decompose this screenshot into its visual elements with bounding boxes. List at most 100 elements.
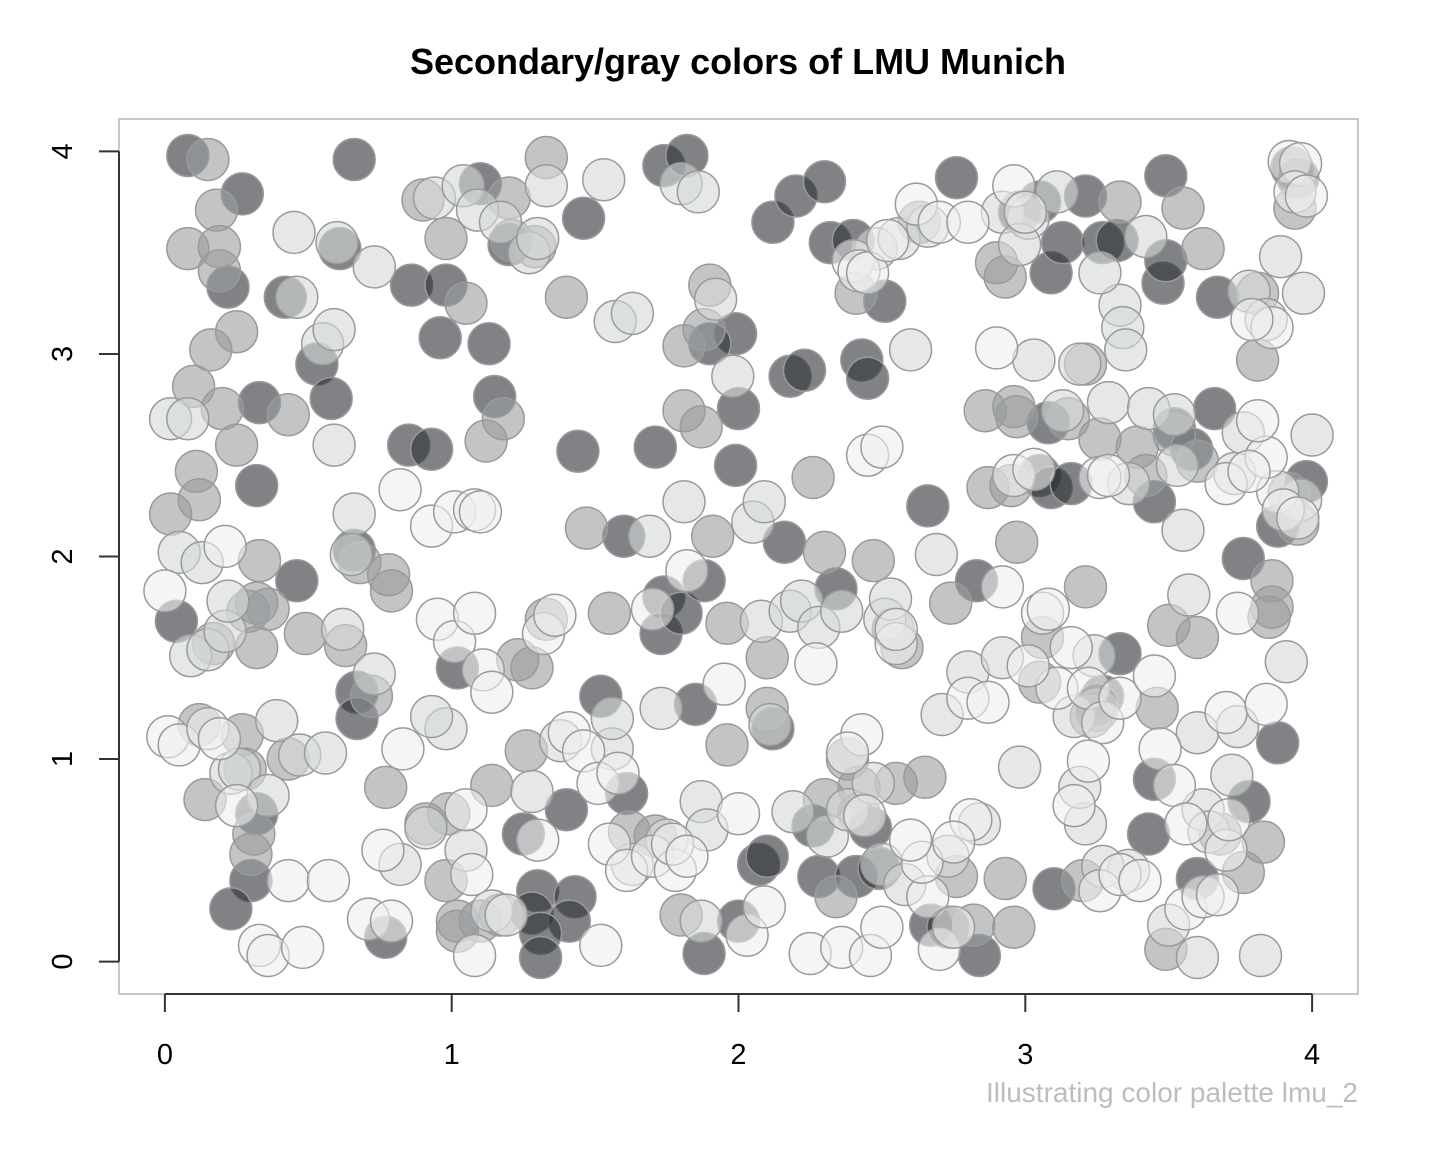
point-light-106 bbox=[1238, 933, 1283, 978]
x-axis: 0 1 2 3 4 bbox=[157, 993, 1320, 1071]
y-tick-label-3: 3 bbox=[47, 346, 79, 362]
point-dark-61 bbox=[782, 348, 827, 392]
point-mid-71 bbox=[791, 455, 835, 500]
point-lighter-25 bbox=[470, 670, 514, 714]
point-light-86 bbox=[1103, 328, 1148, 372]
point-light-11 bbox=[254, 698, 299, 743]
point-dark-21 bbox=[418, 316, 462, 360]
point-mid-29 bbox=[363, 765, 408, 810]
point-light-15 bbox=[312, 423, 356, 467]
point-mid-97 bbox=[992, 905, 1036, 949]
point-lighter-74 bbox=[1003, 190, 1048, 234]
point-light-122 bbox=[1035, 170, 1079, 214]
point-lighter-32 bbox=[533, 593, 577, 637]
point-lighter-14 bbox=[361, 828, 405, 872]
point-light-14 bbox=[320, 607, 365, 652]
point-light-119 bbox=[1152, 392, 1197, 437]
point-dark-22 bbox=[467, 322, 511, 366]
point-lighter-72 bbox=[946, 200, 990, 245]
point-lighter-120 bbox=[974, 326, 1019, 370]
point-dark-70 bbox=[906, 484, 950, 528]
point-lighter-97 bbox=[1215, 591, 1260, 635]
point-mid-115 bbox=[1175, 615, 1220, 660]
point-light-81 bbox=[1040, 388, 1085, 433]
point-light-54 bbox=[711, 354, 755, 398]
point-lighter-26 bbox=[444, 787, 488, 832]
point-dark-65 bbox=[713, 443, 758, 488]
point-mid-28 bbox=[229, 832, 273, 876]
point-light-56 bbox=[627, 514, 672, 558]
point-lighter-82 bbox=[1098, 676, 1142, 721]
point-light-40 bbox=[352, 245, 397, 289]
point-dark-68 bbox=[934, 155, 979, 200]
point-light-116 bbox=[1012, 338, 1056, 382]
point-mid-47 bbox=[424, 216, 468, 261]
point-lighter-62 bbox=[874, 607, 918, 652]
point-dark-31 bbox=[633, 425, 678, 469]
point-light-34 bbox=[679, 899, 723, 943]
point-light-30 bbox=[639, 686, 683, 731]
point-mid-107 bbox=[1098, 180, 1142, 224]
point-mid-96 bbox=[983, 856, 1027, 901]
point-lighter-4 bbox=[197, 717, 242, 761]
point-light-46 bbox=[515, 216, 560, 261]
point-lighter-49 bbox=[742, 885, 787, 929]
point-dark-24 bbox=[409, 427, 454, 471]
point-mid-67 bbox=[705, 723, 749, 767]
point-dark-59 bbox=[845, 356, 890, 401]
x-tick-label-0: 0 bbox=[157, 1039, 173, 1071]
y-tick-label-2: 2 bbox=[47, 548, 79, 564]
point-lighter-44 bbox=[630, 587, 675, 631]
point-lighter-6 bbox=[214, 783, 259, 828]
point-lighter-100 bbox=[1244, 682, 1288, 727]
point-lighter-10 bbox=[280, 925, 325, 970]
point-light-1 bbox=[166, 397, 210, 441]
point-light-48 bbox=[581, 158, 626, 202]
point-light-98 bbox=[1210, 753, 1254, 798]
point-light-55 bbox=[662, 480, 706, 524]
point-light-83 bbox=[1086, 380, 1131, 425]
point-light-38 bbox=[312, 307, 356, 352]
point-lighter-123 bbox=[1026, 587, 1071, 631]
point-light-39 bbox=[315, 220, 359, 265]
point-dark-40 bbox=[544, 787, 589, 832]
point-light-89 bbox=[1155, 443, 1200, 488]
point-lighter-79 bbox=[1049, 625, 1093, 670]
point-light-67 bbox=[771, 789, 815, 834]
point-lighter-47 bbox=[716, 791, 761, 836]
point-light-20 bbox=[404, 806, 448, 850]
point-light-13 bbox=[303, 731, 348, 775]
point-mid-117 bbox=[1181, 226, 1225, 271]
point-lighter-65 bbox=[860, 425, 904, 469]
point-light-91 bbox=[1167, 573, 1211, 617]
point-mid-56 bbox=[564, 506, 609, 550]
point-light-22 bbox=[409, 694, 454, 739]
point-lighter-121 bbox=[980, 565, 1025, 609]
point-lighter-60 bbox=[842, 794, 887, 838]
point-light-118 bbox=[1124, 214, 1168, 259]
point-lighter-88 bbox=[1132, 654, 1177, 698]
point-lighter-63 bbox=[888, 818, 933, 862]
point-mid-114 bbox=[1161, 186, 1205, 230]
point-light-53 bbox=[693, 277, 738, 322]
point-mid-100 bbox=[1063, 565, 1108, 609]
point-mid-2 bbox=[194, 188, 239, 232]
point-light-18 bbox=[352, 652, 397, 696]
point-lighter-58 bbox=[825, 731, 870, 775]
point-mid-33 bbox=[369, 569, 414, 613]
point-lighter-119 bbox=[931, 905, 976, 949]
y-tick-label-0: 0 bbox=[47, 954, 79, 970]
point-mid-65 bbox=[690, 514, 735, 558]
point-lighter-90 bbox=[1152, 763, 1197, 808]
point-lighter-13 bbox=[369, 899, 414, 943]
point-lighter-114 bbox=[1086, 453, 1131, 498]
point-light-58 bbox=[742, 480, 787, 524]
point-light-66 bbox=[748, 702, 792, 747]
point-lighter-9 bbox=[266, 858, 310, 903]
point-light-107 bbox=[1175, 935, 1220, 980]
point-lighter-45 bbox=[665, 548, 709, 593]
point-lighter-16 bbox=[378, 467, 422, 512]
point-lighter-20 bbox=[458, 490, 503, 534]
point-mid-48 bbox=[444, 281, 488, 326]
